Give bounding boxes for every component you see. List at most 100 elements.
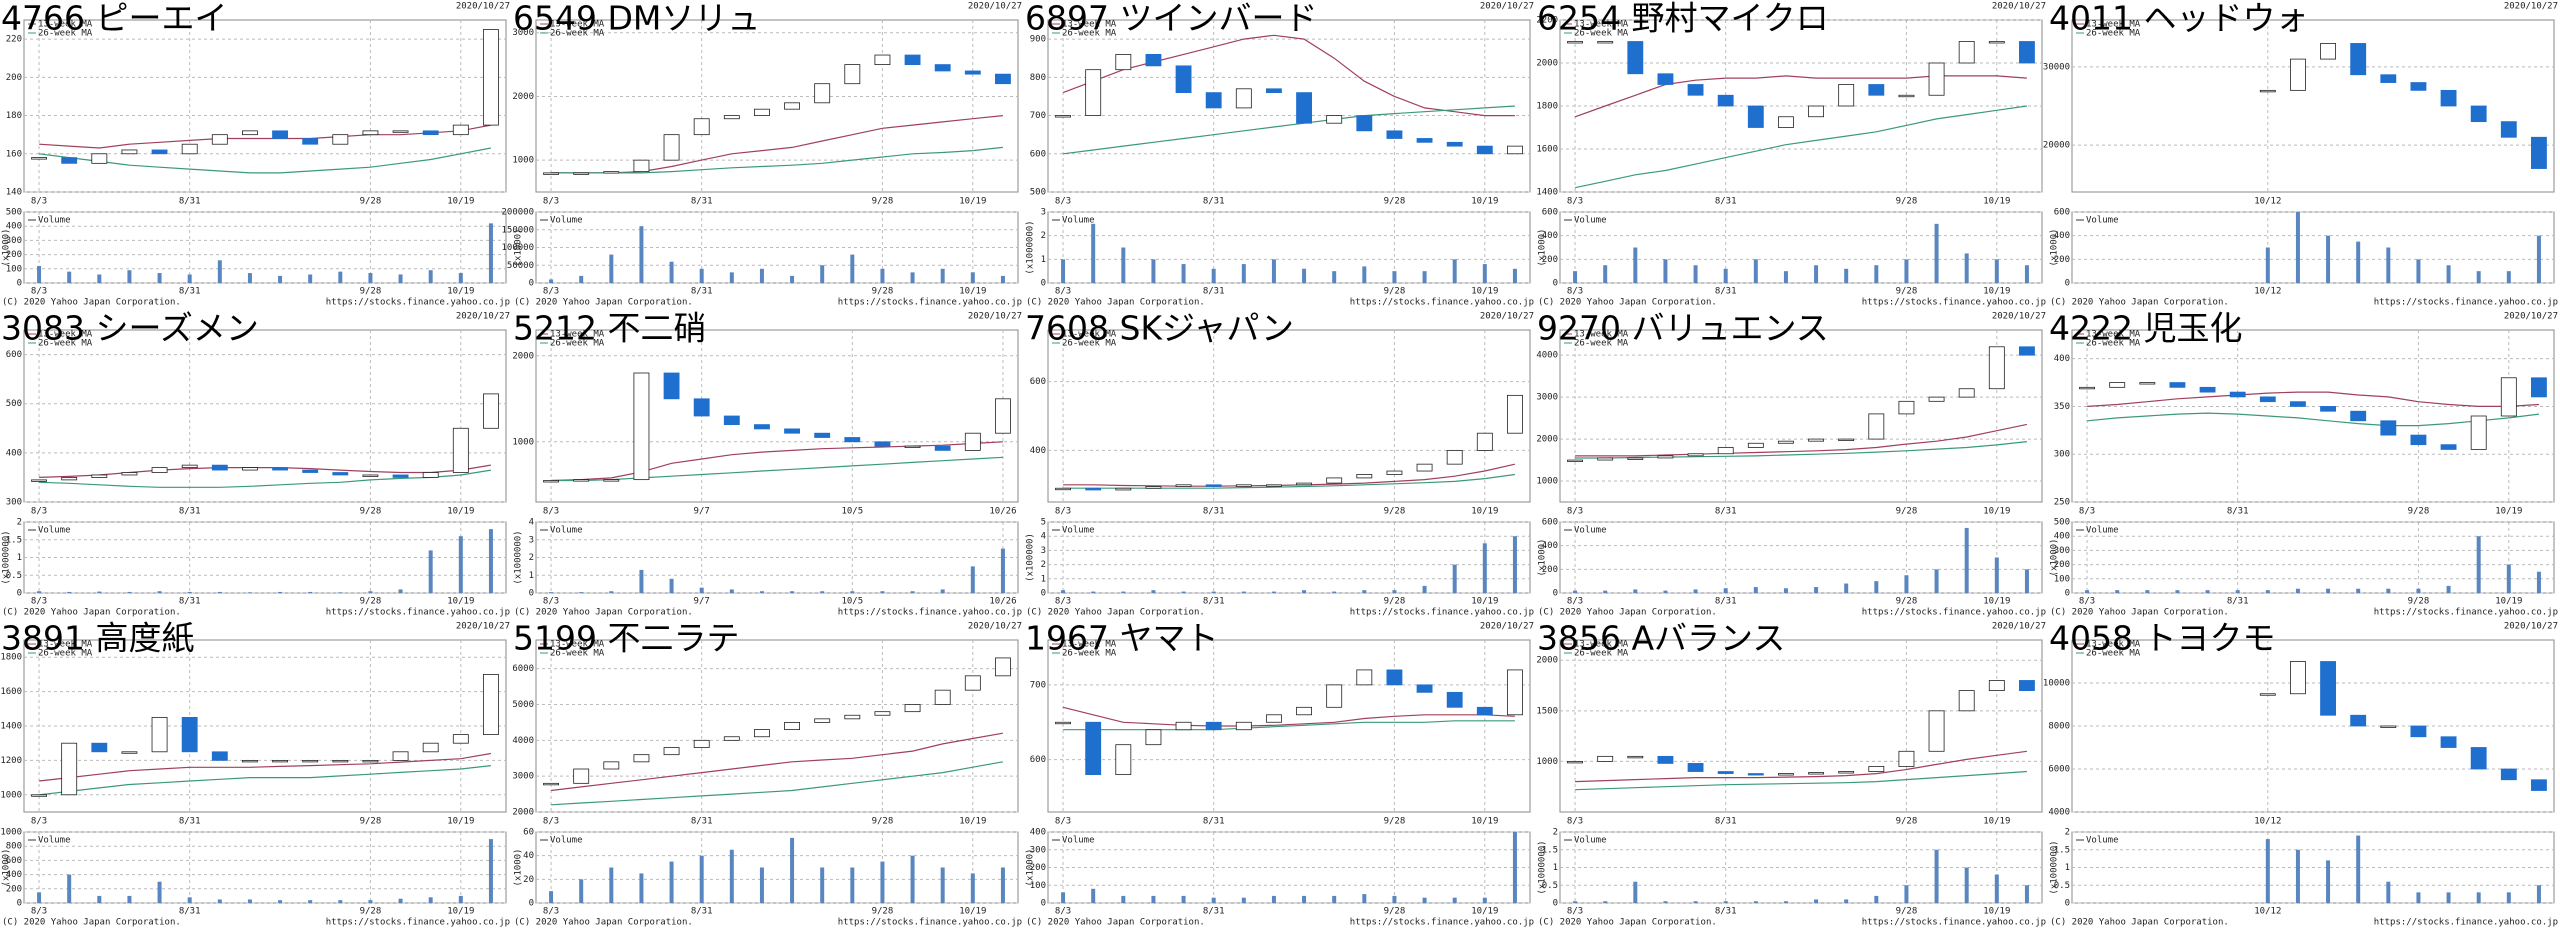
volume-bar bbox=[729, 589, 734, 593]
volume-bar bbox=[1181, 895, 1186, 903]
candle bbox=[2109, 382, 2126, 388]
volume-bar bbox=[2536, 885, 2541, 903]
candle bbox=[242, 759, 258, 763]
volume-bar bbox=[1633, 247, 1638, 283]
volume-bar bbox=[2235, 590, 2240, 593]
candle bbox=[2019, 346, 2035, 356]
volume-bar bbox=[2506, 892, 2511, 903]
x-tick-label: 9/28 bbox=[1896, 597, 1918, 607]
y-tick-label: 1800 bbox=[0, 653, 22, 663]
copyright: (C) 2020 Yahoo Japan Corporation. bbox=[1026, 918, 1205, 928]
candle bbox=[1476, 706, 1493, 716]
candle bbox=[1175, 721, 1192, 731]
candle bbox=[1326, 684, 1343, 708]
x-tick-label: 8/3 bbox=[543, 907, 559, 917]
candle bbox=[784, 102, 800, 110]
x-tick-label: 8/31 bbox=[179, 507, 201, 517]
volume-bar bbox=[2386, 881, 2391, 903]
candle bbox=[1988, 346, 2005, 390]
candle bbox=[1627, 41, 1644, 75]
panel-date: 2020/10/27 bbox=[1992, 312, 2046, 322]
x-tick-label: 8/3 bbox=[31, 287, 47, 297]
volume-bar bbox=[2265, 247, 2270, 283]
candle bbox=[603, 171, 620, 174]
candle bbox=[1808, 772, 1824, 775]
volume-bar bbox=[790, 591, 795, 593]
candle bbox=[332, 759, 349, 763]
volume-bar bbox=[1573, 271, 1578, 283]
source-url: https://stocks.finance.yahoo.co.jp bbox=[1862, 918, 2046, 928]
x-tick-label: 8/3 bbox=[1055, 817, 1071, 827]
legend-label: 13-week MA bbox=[550, 330, 605, 340]
candle bbox=[844, 714, 861, 720]
candle bbox=[242, 467, 258, 471]
y-tick-label: 1500 bbox=[1536, 706, 1558, 716]
y-tick-label: 500 bbox=[2054, 518, 2070, 528]
y-tick-label: 0.5 bbox=[6, 571, 22, 581]
x-tick-label: 9/28 bbox=[360, 907, 382, 917]
volume-bar bbox=[790, 275, 795, 283]
candle bbox=[483, 29, 499, 126]
volume-bar bbox=[278, 275, 283, 283]
legend-label: 26-week MA bbox=[38, 29, 93, 39]
candle bbox=[1958, 388, 1975, 398]
volume-bar bbox=[1723, 268, 1728, 283]
x-tick-label: 10/12 bbox=[2254, 817, 2281, 827]
source-url: https://stocks.finance.yahoo.co.jp bbox=[2374, 918, 2558, 928]
moving-average-line bbox=[2087, 412, 2539, 427]
x-tick-label: 8/3 bbox=[1567, 597, 1583, 607]
y-tick-label: 0 bbox=[17, 899, 22, 909]
volume-bar bbox=[1151, 590, 1156, 593]
moving-average-line bbox=[1575, 423, 2028, 457]
candle bbox=[1838, 438, 1855, 441]
x-tick-label: 9/28 bbox=[360, 197, 382, 207]
volume-axis-label: (x1000) bbox=[2, 849, 12, 887]
volume-bar bbox=[609, 867, 614, 903]
volume-bar bbox=[1061, 590, 1066, 593]
volume-bar bbox=[699, 268, 704, 283]
x-tick-label: 10/19 bbox=[1983, 287, 2010, 297]
x-tick-label: 9/28 bbox=[1384, 907, 1406, 917]
volume-plot-frame bbox=[23, 211, 507, 284]
moving-average-line bbox=[39, 147, 492, 174]
y-tick-label: 5000 bbox=[512, 700, 534, 710]
volume-bar bbox=[338, 900, 343, 903]
y-tick-label: 20 bbox=[523, 875, 534, 885]
candle bbox=[543, 782, 559, 786]
candle bbox=[1778, 116, 1794, 128]
volume-bar bbox=[2446, 265, 2451, 283]
y-tick-label: 0 bbox=[2065, 899, 2070, 909]
y-tick-label: 1 bbox=[529, 571, 534, 581]
candle bbox=[2470, 747, 2487, 770]
x-tick-label: 8/3 bbox=[2079, 597, 2095, 607]
legend-label: 26-week MA bbox=[1062, 29, 1117, 39]
candle bbox=[1567, 41, 1583, 44]
volume-plot-frame bbox=[535, 831, 1019, 904]
legend-label: 13-week MA bbox=[550, 20, 605, 30]
candle bbox=[2531, 779, 2547, 791]
candle bbox=[392, 474, 409, 478]
candle bbox=[633, 754, 650, 763]
panel-date: 2020/10/27 bbox=[456, 312, 510, 322]
volume-bar bbox=[157, 881, 162, 903]
candle bbox=[934, 64, 951, 72]
candle bbox=[422, 472, 439, 478]
y-tick-label: 300 bbox=[1030, 845, 1046, 855]
volume-plot-frame bbox=[1559, 211, 2043, 284]
candle bbox=[392, 751, 409, 761]
candle bbox=[242, 130, 258, 136]
candle bbox=[2019, 41, 2035, 64]
volume-plot-frame bbox=[2071, 521, 2555, 594]
candle bbox=[1085, 487, 1102, 491]
y-tick-label: 400 bbox=[2054, 532, 2070, 542]
candle bbox=[61, 742, 78, 796]
legend-label: Volume bbox=[1574, 836, 1607, 846]
source-url: https://stocks.finance.yahoo.co.jp bbox=[1350, 298, 1534, 308]
x-tick-label: 8/31 bbox=[691, 197, 713, 207]
legend-label: 26-week MA bbox=[550, 339, 605, 349]
volume-bar bbox=[1271, 591, 1276, 593]
y-tick-label: 4000 bbox=[1536, 351, 1558, 361]
candle bbox=[2440, 444, 2457, 450]
volume-bar bbox=[1271, 895, 1276, 903]
volume-bar bbox=[549, 592, 554, 593]
